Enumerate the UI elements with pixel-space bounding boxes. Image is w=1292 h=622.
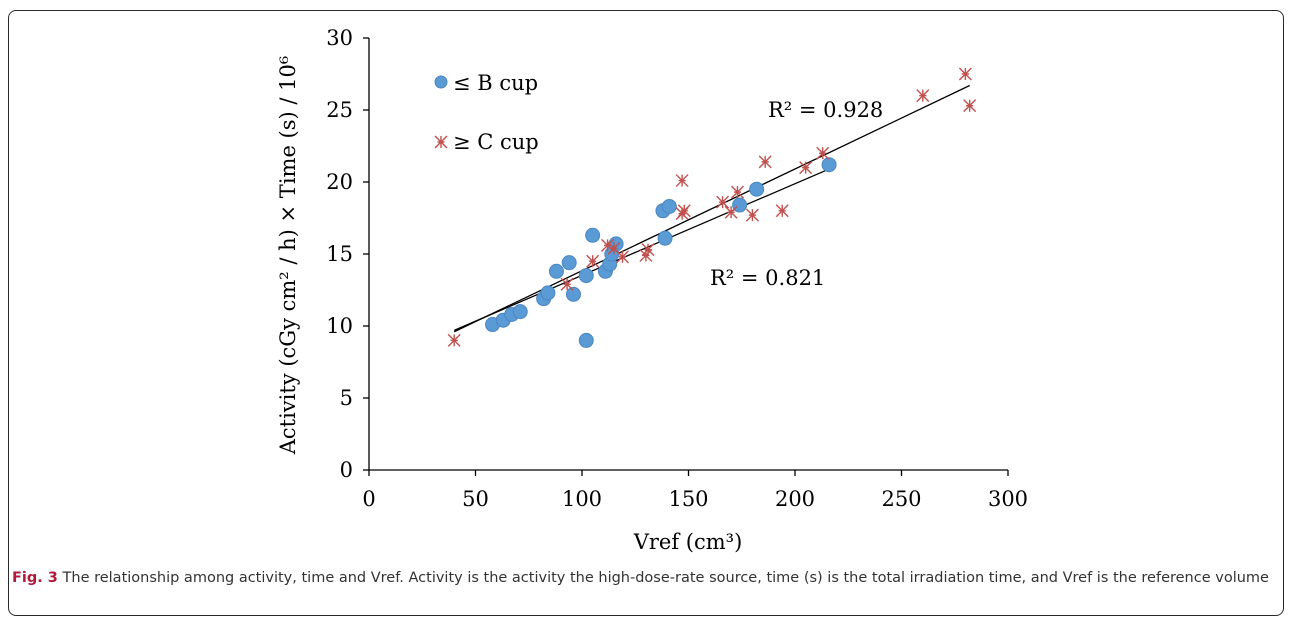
legend-label-c-cup: ≥ C cup bbox=[453, 130, 539, 154]
x-tick-label: 100 bbox=[562, 487, 602, 511]
point-b-cup bbox=[540, 285, 556, 301]
point-b-cup bbox=[749, 181, 765, 197]
x-tick-label: 200 bbox=[775, 487, 815, 511]
point-c-cup bbox=[641, 243, 655, 257]
y-tick-label: 20 bbox=[326, 170, 353, 194]
trendline-c-cup bbox=[453, 84, 970, 333]
point-c-cup bbox=[560, 277, 574, 291]
point-b-cup bbox=[561, 255, 577, 271]
r2-annotation-c-cup: R² = 0.928 bbox=[768, 98, 883, 122]
point-c-cup bbox=[586, 254, 600, 268]
r2-annotation-b-cup: R² = 0.821 bbox=[710, 266, 825, 290]
point-c-cup bbox=[615, 250, 629, 264]
trendlines bbox=[453, 84, 970, 333]
figure-frame bbox=[8, 10, 1284, 616]
point-b-cup bbox=[565, 286, 581, 302]
y-tick-label: 25 bbox=[326, 98, 353, 122]
point-c-cup bbox=[916, 89, 930, 103]
point-b-cup bbox=[512, 304, 528, 320]
point-c-cup bbox=[758, 155, 772, 169]
point-c-cup bbox=[447, 333, 461, 347]
x-tick-label: 50 bbox=[462, 487, 489, 511]
y-tick-label: 0 bbox=[340, 458, 353, 482]
point-c-cup bbox=[716, 195, 730, 209]
point-b-cup bbox=[821, 157, 837, 173]
trendline-b-cup bbox=[453, 168, 830, 331]
x-axis-label: Vref (cm³) bbox=[633, 530, 743, 554]
y-tick-label: 5 bbox=[340, 386, 353, 410]
point-c-cup bbox=[775, 204, 789, 218]
point-c-cup bbox=[745, 208, 759, 222]
point-b-cup bbox=[585, 227, 601, 243]
figure-caption: Fig. 3 The relationship among activity, … bbox=[12, 568, 1272, 588]
legend-marker-asterisk bbox=[434, 135, 448, 149]
legend-label-b-cup: ≤ B cup bbox=[453, 71, 538, 95]
x-tick-label: 0 bbox=[362, 487, 375, 511]
point-b-cup bbox=[578, 332, 594, 348]
point-c-cup bbox=[675, 207, 689, 221]
legend-asterisk-shape bbox=[434, 135, 448, 149]
y-tick-label: 10 bbox=[326, 314, 353, 338]
x-tick-label: 300 bbox=[988, 487, 1028, 511]
point-c-cup bbox=[730, 185, 744, 199]
caption-text: The relationship among activity, time an… bbox=[62, 570, 1269, 586]
y-tick-label: 15 bbox=[326, 242, 353, 266]
data-points bbox=[447, 67, 977, 348]
legend-marker-circle bbox=[434, 75, 448, 89]
y-axis-label: Activity (cGy cm² / h) × Time (s) / 10⁶ bbox=[276, 56, 300, 456]
caption-label: Fig. 3 bbox=[12, 570, 58, 586]
point-c-cup bbox=[816, 146, 830, 160]
point-b-cup bbox=[578, 268, 594, 284]
point-c-cup bbox=[958, 67, 972, 81]
x-tick-label: 250 bbox=[881, 487, 921, 511]
point-b-cup bbox=[732, 197, 748, 213]
point-b-cup bbox=[657, 230, 673, 246]
point-c-cup bbox=[799, 161, 813, 175]
point-b-cup bbox=[548, 263, 564, 279]
point-c-cup bbox=[724, 205, 738, 219]
x-tick-label: 150 bbox=[668, 487, 708, 511]
point-b-cup bbox=[661, 198, 677, 214]
point-c-cup bbox=[675, 174, 689, 188]
point-c-cup bbox=[601, 238, 615, 252]
y-tick-label: 30 bbox=[326, 26, 353, 50]
point-c-cup bbox=[963, 99, 977, 113]
